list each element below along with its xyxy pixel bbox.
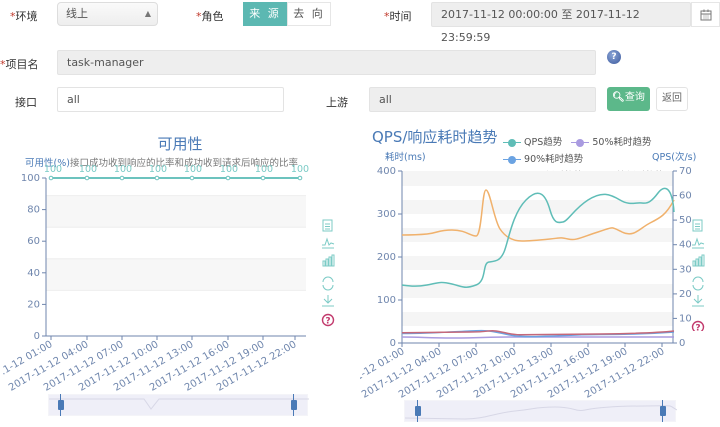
datazoom-handle-right[interactable] — [660, 400, 666, 422]
svg-text:70: 70 — [679, 166, 692, 177]
search-icon: 🔍︎ — [612, 92, 625, 103]
legend-qps-icon — [503, 138, 521, 147]
interface-input[interactable]: all — [57, 87, 284, 112]
bar-chart-icon[interactable] — [692, 254, 705, 267]
help-icon[interactable]: ? — [321, 313, 335, 327]
restore-icon[interactable] — [322, 276, 334, 291]
datazoom-handle-right[interactable] — [291, 394, 297, 416]
line-chart-icon[interactable] — [322, 237, 335, 249]
datazoom-handle-left[interactable] — [58, 394, 64, 416]
query-button-label: 查询 — [624, 92, 645, 103]
svg-text:100: 100 — [255, 164, 273, 175]
upstream-input[interactable]: all — [369, 87, 596, 112]
svg-text:30: 30 — [679, 264, 692, 275]
svg-text:100: 100 — [291, 164, 309, 175]
bar-chart-icon[interactable] — [322, 254, 335, 267]
qps-axis-label: QPS(次/s) — [652, 152, 697, 163]
download-icon[interactable] — [322, 295, 334, 307]
legend-item-p50[interactable]: 50%耗时趋势 — [571, 137, 652, 148]
upstream-label: 上游 — [326, 96, 348, 109]
svg-text:60: 60 — [27, 236, 40, 247]
qps-chart-title: QPS/响应耗时趋势 — [372, 128, 498, 146]
svg-text:300: 300 — [377, 209, 396, 220]
env-label: 环境 — [10, 8, 38, 24]
availability-chart-title: 可用性 — [157, 135, 203, 153]
calendar-button[interactable] — [691, 2, 720, 27]
legend-item-qps[interactable]: QPS趋势 — [503, 137, 562, 148]
svg-text:100: 100 — [21, 173, 40, 184]
availability-subtitle: 可用性(%)接口成功收到响应的比率和成功收到请求后响应的比率 — [25, 155, 298, 169]
latency-axis-label: 耗时(ms) — [385, 152, 426, 163]
availability-description: 接口成功收到响应的比率和成功收到请求后响应的比率 — [69, 158, 298, 169]
help-icon[interactable]: ? — [607, 50, 621, 64]
role-label: 角色 — [196, 8, 224, 24]
svg-text:40: 40 — [27, 268, 40, 279]
availability-datazoom-slider[interactable] — [48, 394, 309, 416]
svg-text:20: 20 — [27, 299, 40, 310]
svg-text:100: 100 — [184, 164, 202, 175]
svg-text:50: 50 — [679, 215, 692, 226]
restore-icon[interactable] — [692, 276, 704, 291]
back-button[interactable]: 返回 — [656, 87, 688, 111]
svg-text:100: 100 — [220, 164, 238, 175]
svg-text:100: 100 — [149, 164, 167, 175]
legend-item-p90[interactable]: 90%耗时趋势 — [503, 154, 583, 165]
svg-text:10: 10 — [679, 313, 692, 324]
legend-p90-icon — [503, 155, 521, 164]
svg-text:0: 0 — [34, 331, 40, 342]
help-icon[interactable]: ? — [691, 320, 705, 334]
svg-text:0: 0 — [679, 338, 685, 349]
svg-text:100: 100 — [377, 295, 396, 306]
svg-text:100: 100 — [44, 164, 62, 175]
calendar-icon — [700, 9, 712, 21]
env-select[interactable]: 线上 ▲ — [57, 2, 158, 26]
datazoom-handle-left[interactable] — [415, 400, 421, 422]
role-target-button[interactable]: 去 向 — [287, 2, 331, 26]
availability-toolbox: ? — [320, 219, 336, 334]
interface-label: 接口 — [15, 96, 37, 109]
project-label: 项目名 — [0, 56, 39, 72]
svg-text:400: 400 — [377, 166, 396, 177]
env-select-value: 线上 — [66, 7, 88, 20]
qps-datazoom-slider[interactable] — [404, 400, 677, 422]
svg-text:?: ? — [325, 317, 330, 327]
legend-p50-icon — [571, 138, 590, 147]
svg-text:200: 200 — [377, 252, 396, 263]
role-source-button[interactable]: 来 源 — [243, 2, 287, 26]
svg-text:20: 20 — [679, 289, 692, 300]
download-icon[interactable] — [692, 295, 704, 307]
availability-ylabel: 可用性(%) — [25, 158, 70, 169]
data-view-icon[interactable] — [692, 219, 703, 232]
svg-text:?: ? — [695, 324, 700, 332]
svg-text:100: 100 — [114, 164, 132, 175]
qps-toolbox: ? — [690, 219, 706, 334]
svg-text:100: 100 — [79, 164, 97, 175]
svg-text:0: 0 — [390, 338, 396, 349]
query-button[interactable]: 🔍︎查询 — [607, 87, 650, 111]
time-label: 时间 — [384, 8, 412, 24]
project-input[interactable]: task-manager — [57, 50, 596, 75]
time-range-input[interactable]: 2017-11-12 00:00:00 至 2017-11-12 23:59:5… — [431, 2, 691, 44]
svg-text:60: 60 — [679, 191, 692, 202]
line-chart-icon[interactable] — [692, 237, 705, 249]
data-view-icon[interactable] — [322, 219, 333, 232]
svg-text:40: 40 — [679, 240, 692, 251]
svg-text:80: 80 — [27, 205, 40, 216]
select-arrows-icon: ▲ — [144, 9, 151, 18]
